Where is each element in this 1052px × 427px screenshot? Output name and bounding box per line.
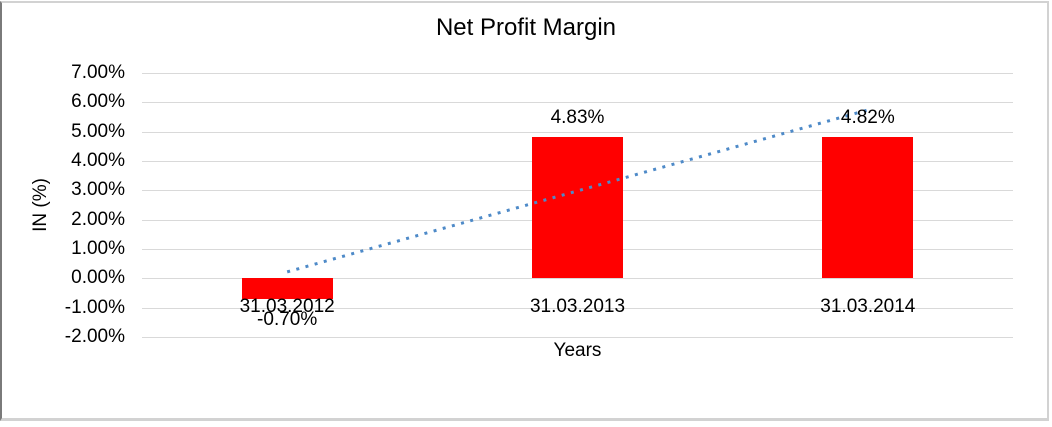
gridline-5.00% [142, 131, 1013, 133]
gridline-6.00% [142, 102, 1013, 104]
x-axis-title: Years [553, 340, 602, 361]
y-tick-label-4.00%: 4.00% [71, 150, 125, 171]
y-tick-label--2.00%: -2.00% [64, 326, 125, 347]
category-label-31.03.2012: 31.03.2012 [239, 296, 335, 317]
data-label-31.03.2014: 4.82% [840, 106, 895, 128]
y-axis-title: IN (%) [30, 178, 51, 232]
y-tick-label-1.00%: 1.00% [71, 238, 125, 259]
bar-31.03.2014 [822, 136, 914, 279]
gridline--1.00% [142, 307, 1013, 309]
gridline--2.00% [142, 337, 1013, 338]
chart-title: Net Profit Margin [435, 14, 617, 41]
y-tick-label-5.00%: 5.00% [71, 120, 125, 142]
y-tick-label-2.00%: 2.00% [71, 208, 125, 230]
category-label-31.03.2014: 31.03.2014 [820, 296, 916, 317]
bar-31.03.2012 [241, 278, 333, 299]
bar-31.03.2013 [532, 136, 623, 279]
y-tick-label-0.00%: 0.00% [71, 267, 125, 289]
y-tick-label-3.00%: 3.00% [71, 179, 125, 201]
gridline-7.00% [142, 73, 1013, 74]
y-tick-label-6.00%: 6.00% [71, 91, 125, 113]
data-label-31.03.2013: 4.83% [550, 106, 605, 128]
gridline-0.00% [142, 278, 1013, 280]
y-tick-label--1.00%: -1.00% [64, 296, 125, 318]
trendline [286, 108, 869, 274]
data-label-31.03.2012: -0.70% [257, 308, 318, 330]
category-label-31.03.2013: 31.03.2013 [529, 296, 626, 317]
y-tick-label-7.00%: 7.00% [71, 62, 125, 83]
